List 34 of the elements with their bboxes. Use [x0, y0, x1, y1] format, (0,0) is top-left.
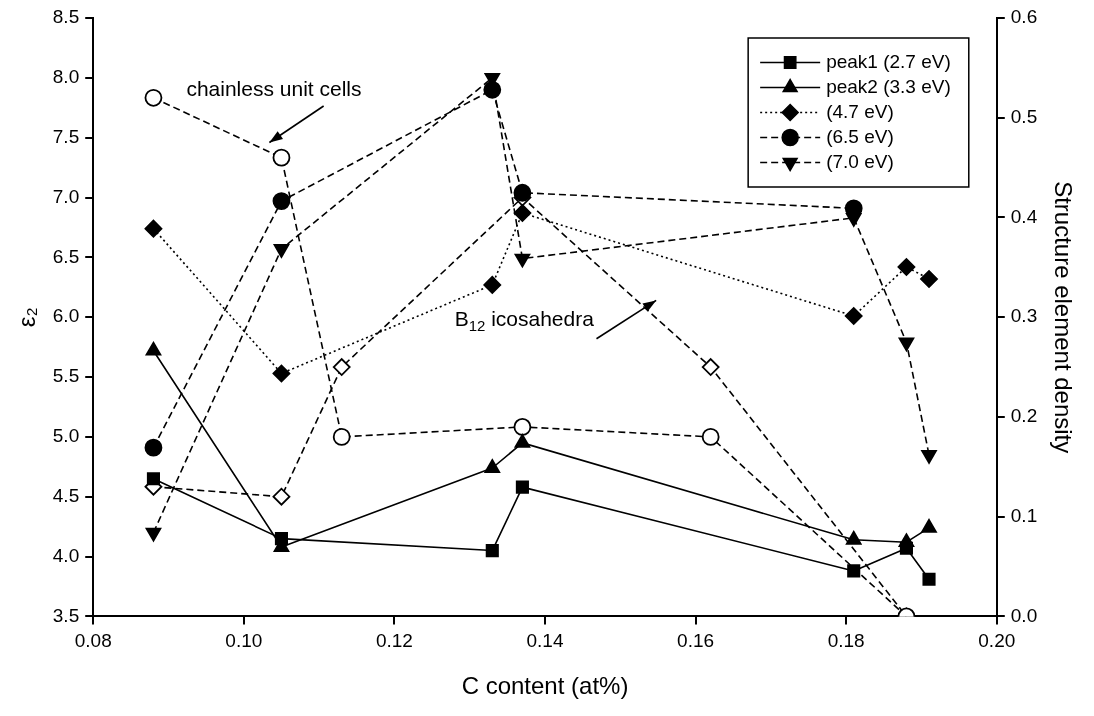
x-tick-label: 0.18 — [827, 630, 865, 652]
y2-axis-title: Structure element density — [1049, 181, 1077, 454]
x-tick-label: 0.16 — [677, 630, 715, 652]
y-tick-label: 3.5 — [52, 604, 80, 626]
legend-label: (6.5 eV) — [826, 125, 894, 147]
y-axis-title: ε₂ — [13, 307, 41, 328]
y-tick-label: 6.5 — [52, 245, 80, 267]
y2-tick-label: 0.5 — [1010, 105, 1038, 127]
x-tick-label: 0.08 — [74, 630, 112, 652]
y2-tick-label: 0.1 — [1010, 504, 1038, 526]
x-tick-label: 0.10 — [225, 630, 263, 652]
legend-label: (4.7 eV) — [826, 100, 894, 122]
y-tick-label: 8.0 — [52, 66, 80, 88]
x-tick-label: 0.20 — [978, 630, 1016, 652]
y2-tick-label: 0.6 — [1010, 6, 1038, 28]
y-tick-label: 5.0 — [52, 425, 80, 447]
annotation: chainless unit cells — [186, 76, 362, 100]
legend-label: (7.0 eV) — [826, 150, 894, 172]
legend-label: peak2 (3.3 eV) — [826, 75, 951, 97]
x-axis-title: C content (at%) — [461, 672, 629, 700]
y-tick-label: 7.5 — [52, 125, 80, 147]
y2-tick-label: 0.0 — [1010, 604, 1038, 626]
x-tick-label: 0.12 — [375, 630, 413, 652]
y2-tick-label: 0.2 — [1010, 405, 1038, 427]
legend-label: peak1 (2.7 eV) — [826, 50, 951, 72]
y-tick-label: 6.0 — [52, 305, 80, 327]
y2-tick-label: 0.4 — [1010, 205, 1038, 227]
y-tick-label: 7.0 — [52, 185, 80, 207]
y-tick-label: 5.5 — [52, 365, 80, 387]
y2-tick-label: 0.3 — [1010, 305, 1038, 327]
y-tick-label: 8.5 — [52, 6, 80, 28]
x-tick-label: 0.14 — [526, 630, 564, 652]
y-tick-label: 4.0 — [52, 544, 80, 566]
y-tick-label: 4.5 — [52, 484, 80, 506]
